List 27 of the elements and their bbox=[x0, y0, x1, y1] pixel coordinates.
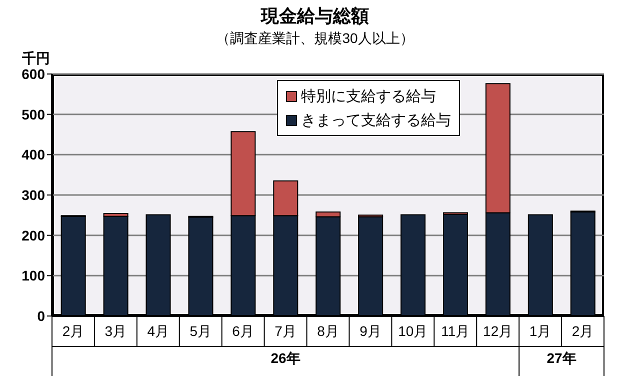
y-tick-label: 400 bbox=[22, 146, 46, 163]
x-tick-label: 1月 bbox=[529, 323, 552, 339]
x-tick-label: 9月 bbox=[360, 323, 382, 339]
x-tick-label: 10月 bbox=[398, 323, 428, 339]
x-tick-label: 6月 bbox=[232, 323, 254, 339]
x-tick-label: 12月 bbox=[483, 323, 513, 339]
y-tick-label: 600 bbox=[22, 66, 46, 82]
y-axis-title: 千円 bbox=[22, 50, 50, 68]
x-tick-label: 7月 bbox=[274, 323, 296, 339]
y-tick-label: 0 bbox=[37, 308, 46, 324]
legend-label: きまって支給する給与 bbox=[301, 110, 451, 130]
y-tick-label: 200 bbox=[22, 227, 46, 244]
x-tick-label: 2月 bbox=[62, 323, 84, 339]
x-tick-label: 4月 bbox=[147, 323, 170, 339]
text: 26年 bbox=[270, 350, 302, 368]
x-tick-label: 3月 bbox=[104, 323, 127, 339]
x-tick-label: 5月 bbox=[190, 323, 212, 339]
x-tick-label: 11月 bbox=[441, 323, 470, 339]
chart-title: 現金給与総額 bbox=[260, 5, 370, 28]
chart-subtitle: （調査産業計、規模30人以上） bbox=[215, 30, 415, 48]
text: 27年 bbox=[546, 350, 578, 368]
y-tick-label: 300 bbox=[22, 186, 46, 203]
x-tick-label: 2月 bbox=[572, 323, 594, 339]
y-tick-label: 500 bbox=[22, 106, 46, 122]
legend-label: 特別に支給する給与 bbox=[301, 86, 436, 106]
y-tick-label: 100 bbox=[22, 268, 46, 284]
x-tick-label: 8月 bbox=[317, 323, 339, 339]
